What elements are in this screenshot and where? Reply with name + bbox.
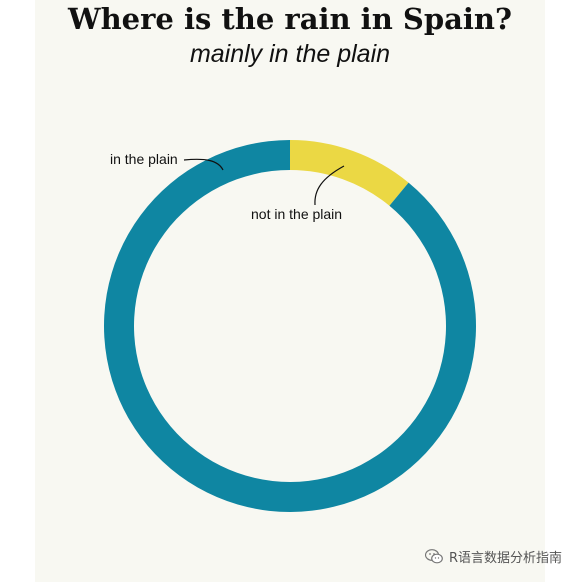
chart-title: Where is the rain in Spain?	[68, 2, 512, 36]
leader-line-in-plain	[183, 158, 224, 171]
donut-slice-not-in-the-plain	[290, 140, 409, 206]
watermark: R语言数据分析指南	[424, 547, 562, 566]
chart-subtitle: mainly in the plain	[189, 40, 391, 68]
slice-label-not-in-the-plain: not in the plain	[251, 206, 342, 222]
donut-slice-in-the-plain	[103, 140, 476, 512]
leader-line-not-in-plain	[314, 165, 345, 206]
wechat-icon	[424, 549, 443, 564]
watermark-text: R语言数据分析指南	[448, 551, 562, 566]
slice-label-in-the-plain: in the plain	[110, 151, 178, 167]
